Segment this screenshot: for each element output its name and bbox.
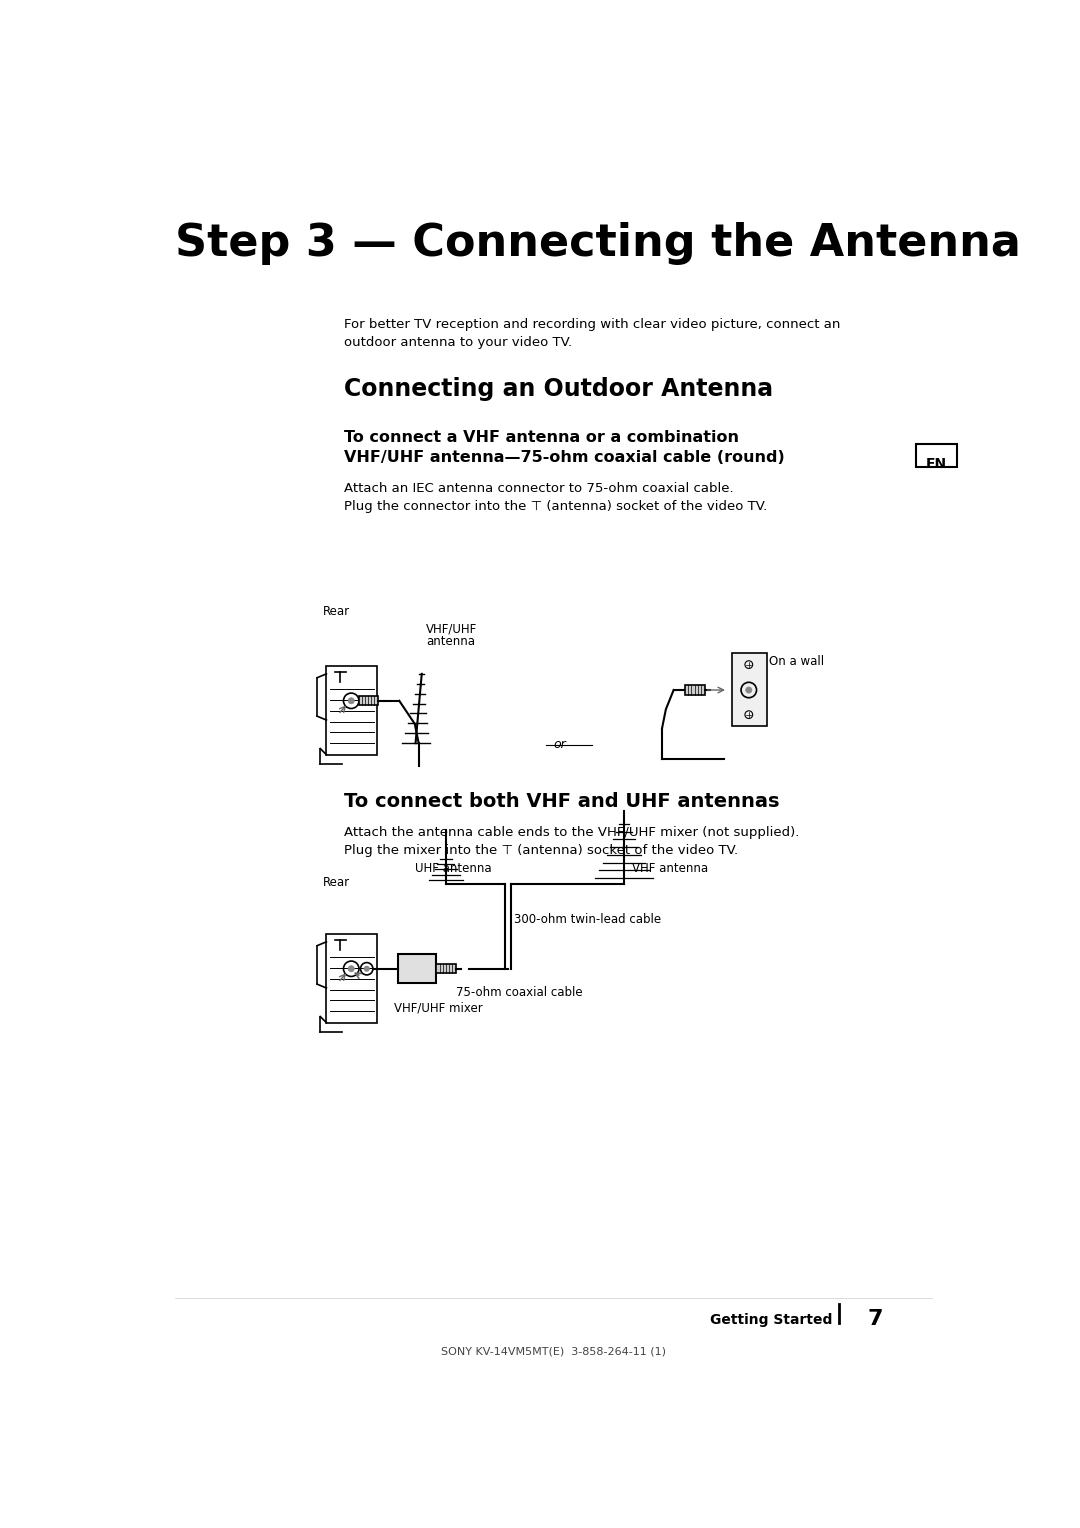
Text: VHF/UHF mixer: VHF/UHF mixer <box>394 1001 483 1015</box>
Text: Rear: Rear <box>323 605 350 619</box>
Text: VHF/UHF: VHF/UHF <box>427 622 477 636</box>
Bar <box>916 443 957 466</box>
Text: or: or <box>554 738 566 750</box>
Text: SONY KV-14VM5MT(E)  3-858-264-11 (1): SONY KV-14VM5MT(E) 3-858-264-11 (1) <box>441 1346 666 1355</box>
Text: 300-ohm twin-lead cable: 300-ohm twin-lead cable <box>514 914 661 926</box>
Bar <box>436 964 456 973</box>
Text: Rear: Rear <box>323 877 350 889</box>
Text: UHF antenna: UHF antenna <box>415 862 491 876</box>
Text: Step 3 — Connecting the Antenna: Step 3 — Connecting the Antenna <box>175 222 1022 264</box>
Text: To connect both VHF and UHF antennas: To connect both VHF and UHF antennas <box>345 792 780 811</box>
Bar <box>732 652 767 726</box>
Text: EN: EN <box>926 457 947 471</box>
Circle shape <box>348 698 354 704</box>
Bar <box>326 666 377 755</box>
Text: Attach the antenna cable ends to the VHF/UHF mixer (not supplied).
Plug the mixe: Attach the antenna cable ends to the VHF… <box>345 827 799 857</box>
Text: VHF antenna: VHF antenna <box>632 862 707 876</box>
Text: To connect a VHF antenna or a combination
VHF/UHF antenna—75-ohm coaxial cable (: To connect a VHF antenna or a combinatio… <box>345 429 785 465</box>
Text: Getting Started: Getting Started <box>711 1313 833 1326</box>
Bar <box>685 686 704 695</box>
Bar <box>397 953 436 984</box>
Text: 75-ohm coaxial cable: 75-ohm coaxial cable <box>456 986 582 999</box>
Circle shape <box>364 966 369 972</box>
Bar <box>326 934 377 1022</box>
Circle shape <box>348 966 354 972</box>
Text: antenna: antenna <box>427 634 475 648</box>
Text: Attach an IEC antenna connector to 75-ohm coaxial cable.
Plug the connector into: Attach an IEC antenna connector to 75-oh… <box>345 483 768 513</box>
Text: 7: 7 <box>867 1309 882 1329</box>
Circle shape <box>745 688 752 694</box>
Text: On a wall: On a wall <box>769 654 824 668</box>
Text: Connecting an Outdoor Antenna: Connecting an Outdoor Antenna <box>345 377 773 402</box>
Text: For better TV reception and recording with clear video picture, connect an
outdo: For better TV reception and recording wi… <box>345 318 840 348</box>
Bar <box>359 697 378 706</box>
